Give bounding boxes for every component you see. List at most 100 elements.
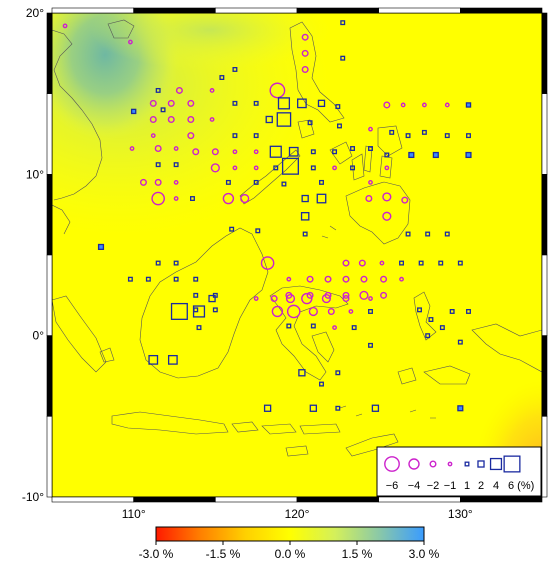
frame-segment-right — [541, 254, 548, 336]
station-marker — [286, 304, 301, 319]
colorbar-gradient — [155, 526, 425, 542]
station-marker — [444, 231, 450, 237]
station-marker — [210, 163, 220, 173]
station-marker — [130, 108, 137, 115]
station-marker — [379, 260, 385, 266]
station-marker — [173, 162, 179, 168]
frame-segment-bottom — [51, 496, 134, 503]
station-marker — [253, 296, 259, 301]
legend-marker — [464, 461, 470, 467]
station-marker — [380, 291, 388, 299]
coast-sulawesi-se — [311, 331, 335, 363]
station-marker — [154, 145, 162, 153]
station-marker — [127, 39, 133, 45]
station-marker — [360, 275, 368, 283]
coast-hainan — [107, 19, 135, 39]
station-marker — [310, 323, 316, 329]
legend-label: 2 — [478, 480, 484, 492]
station-marker — [466, 309, 471, 314]
coast-flores — [299, 423, 341, 435]
frame-segment-top — [378, 7, 461, 14]
station-marker — [350, 165, 355, 171]
station-marker — [232, 133, 238, 139]
station-marker — [193, 292, 199, 298]
station-marker — [211, 148, 219, 156]
legend-label: 4 — [493, 480, 499, 492]
legend-marker — [489, 457, 503, 471]
station-marker — [276, 112, 292, 127]
station-marker — [286, 276, 292, 282]
station-marker — [368, 179, 373, 185]
station-marker — [167, 354, 178, 365]
station-marker — [190, 196, 195, 201]
station-marker — [425, 231, 431, 237]
station-marker — [319, 381, 324, 387]
frame-segment-right — [541, 12, 548, 94]
station-marker — [196, 325, 202, 331]
station-marker — [300, 212, 310, 221]
colorbar-tick-label: 1.5 % — [342, 547, 373, 561]
coastlines — [52, 19, 542, 457]
lat-tick-label: -10° — [22, 490, 44, 504]
station-marker — [368, 309, 373, 314]
axis-tick-labels: 110° 120° 130° 20° 10° 0° -10° — [22, 6, 473, 521]
coast-panay — [329, 141, 353, 165]
station-marker — [97, 243, 105, 250]
station-marker — [253, 149, 259, 155]
station-marker — [342, 259, 350, 267]
station-marker — [219, 75, 225, 80]
frame-segment-left — [46, 416, 53, 498]
station-marker — [342, 295, 350, 303]
station-marker — [308, 306, 318, 317]
coast-borneo — [139, 227, 269, 379]
station-marker — [151, 191, 165, 206]
lat-tick-label: 20° — [26, 6, 44, 20]
station-marker — [173, 260, 179, 266]
station-marker — [301, 49, 309, 57]
station-marker — [127, 276, 133, 282]
station-marker — [302, 231, 308, 237]
station-marker — [444, 133, 450, 139]
station-marker — [358, 259, 366, 267]
station-marker — [457, 339, 463, 345]
frame-segment-top — [296, 7, 379, 14]
station-marker — [253, 100, 259, 106]
coast-mindoro — [297, 119, 315, 139]
coast-sumbawa — [261, 423, 297, 435]
station-marker — [457, 260, 463, 266]
colorbar-tick-label: 0.0 % — [275, 547, 306, 561]
station-marker — [253, 179, 259, 185]
station-marker — [384, 152, 390, 158]
station-marker — [209, 88, 215, 93]
station-marker — [187, 115, 195, 123]
station-marker — [321, 293, 332, 304]
station-marker — [405, 231, 411, 237]
coast-luzon — [289, 21, 345, 123]
station-marker — [167, 115, 175, 123]
station-marker — [208, 294, 216, 303]
station-marker — [270, 295, 278, 303]
coast-papua — [471, 323, 542, 373]
station-marker — [263, 404, 272, 412]
frame-segment-right — [541, 335, 548, 417]
station-marker — [255, 228, 261, 234]
coast-negros — [351, 153, 365, 181]
station-marker — [281, 181, 287, 187]
coast-java — [111, 411, 229, 435]
station-marker — [382, 192, 392, 202]
station-marker — [342, 275, 350, 283]
legend-label: 6 (%) — [508, 480, 534, 492]
legend-label: −6 — [386, 480, 399, 492]
station-marker — [438, 260, 444, 266]
station-marker — [225, 179, 231, 185]
legend-marker — [408, 458, 420, 470]
station-marker — [288, 146, 299, 157]
stations-layer — [62, 20, 472, 412]
station-marker — [155, 162, 161, 168]
station-marker — [149, 99, 157, 107]
station-marker — [309, 404, 318, 412]
frame-segment-top — [51, 7, 134, 14]
station-marker — [173, 196, 179, 201]
colorbar-tick-label: -1.5 % — [206, 547, 241, 561]
station-marker — [316, 193, 327, 204]
